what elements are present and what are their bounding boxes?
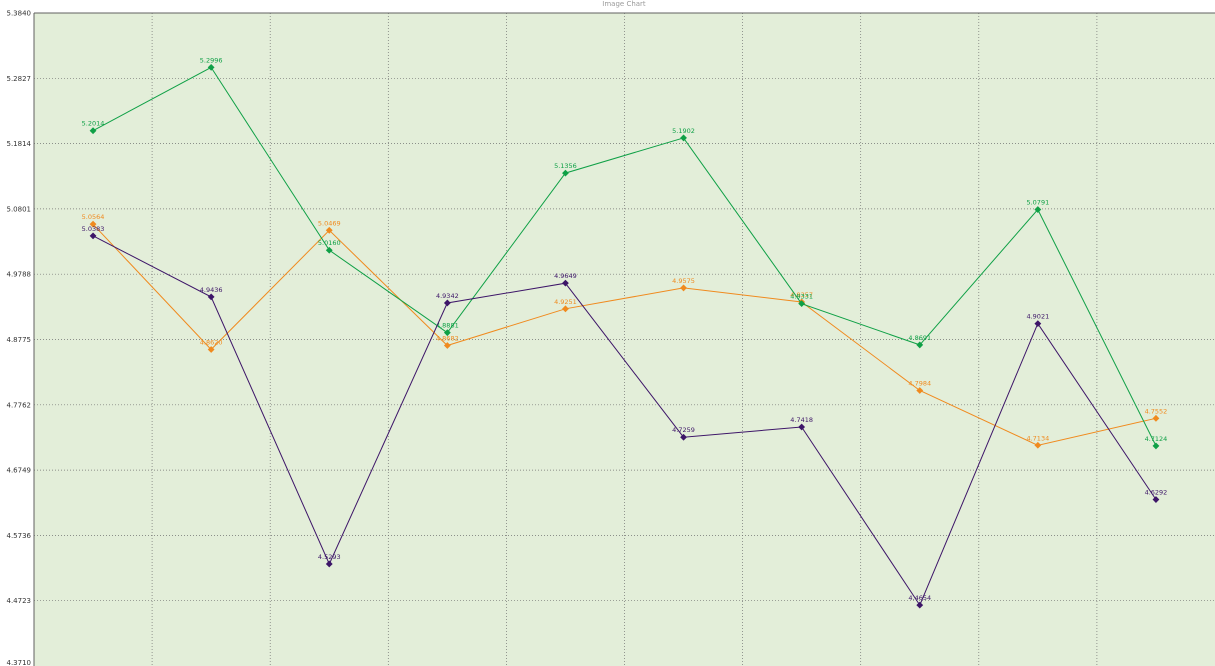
data-label: 4.9436 — [200, 286, 223, 294]
data-label: 4.7134 — [1026, 434, 1049, 442]
data-label: 5.2996 — [200, 56, 223, 64]
data-label: 4.7552 — [1145, 407, 1168, 415]
data-point — [1034, 320, 1042, 328]
data-label: 5.1356 — [554, 162, 577, 170]
data-point — [916, 601, 924, 609]
y-tick-label: 4.8775 — [7, 336, 32, 344]
data-point — [89, 232, 97, 240]
data-point — [680, 134, 687, 142]
data-label: 4.8620 — [200, 338, 223, 346]
data-point — [443, 342, 451, 349]
data-label: 4.8881 — [436, 322, 459, 330]
data-label: 4.7124 — [1145, 435, 1168, 443]
y-tick-label: 4.9788 — [7, 271, 32, 279]
data-point — [207, 346, 215, 353]
data-label: 4.9342 — [436, 292, 459, 300]
data-label: 4.9357 — [790, 291, 813, 299]
data-label: 5.1902 — [672, 127, 695, 135]
data-point — [1034, 441, 1042, 449]
data-label: 4.8691 — [908, 334, 931, 342]
data-point — [325, 226, 333, 234]
y-tick-label: 4.6749 — [7, 467, 32, 475]
data-point — [1152, 414, 1160, 422]
data-label: 5.0791 — [1026, 199, 1049, 207]
y-tick-label: 5.2827 — [7, 75, 32, 83]
data-point — [562, 279, 569, 287]
data-point — [325, 560, 333, 568]
data-point — [1152, 496, 1160, 503]
data-point — [207, 293, 215, 301]
data-label: 4.8682 — [436, 334, 459, 342]
data-label: 4.9021 — [1026, 313, 1049, 321]
data-label: 4.7418 — [790, 416, 813, 424]
data-label: 4.9575 — [672, 277, 695, 285]
grid-lines — [34, 13, 1215, 666]
series-2: 5.2014 5.2996 5.0160 4.8881 5.1356 5.1902 4.93… — [82, 56, 1168, 450]
series-line — [92, 235, 1157, 607]
data-label: 4.7259 — [672, 426, 695, 434]
series-1: 5.0564 4.8620 5.0469 4.8682 4.9251 4.9575 4.93… — [82, 213, 1168, 449]
axes: 5.3840 5.2827 5.1814 5.0801 4.9788 4.8775 4.77… — [7, 10, 1215, 666]
data-label: 5.0564 — [82, 213, 105, 221]
series-line — [92, 223, 1157, 446]
data-label: 5.0469 — [318, 219, 341, 227]
data-point — [207, 64, 215, 71]
data-point — [562, 169, 569, 177]
data-label: 5.0383 — [82, 225, 105, 233]
y-tick-label: 4.7762 — [7, 401, 32, 409]
data-point — [1152, 442, 1160, 450]
data-point — [680, 284, 687, 292]
data-point — [798, 300, 806, 308]
data-point — [562, 305, 569, 313]
data-point — [89, 220, 97, 228]
series-line — [92, 66, 1157, 447]
series-3: 5.0383 4.9436 4.5293 4.9342 4.9649 4.7259 4.74… — [82, 225, 1168, 609]
series-group: 5.0564 4.8620 5.0469 4.8682 4.9251 4.9575 4.93… — [82, 56, 1168, 609]
data-point — [916, 341, 924, 349]
data-label: 5.2014 — [82, 120, 105, 128]
data-point — [680, 433, 687, 441]
data-point — [443, 329, 451, 337]
data-label: 4.7984 — [908, 379, 931, 387]
data-point — [798, 423, 806, 431]
chart-title: Image Chart — [602, 0, 646, 8]
data-point — [443, 299, 451, 307]
data-label: 4.6292 — [1145, 489, 1168, 497]
y-tick-label: 5.1814 — [7, 140, 32, 148]
y-tick-label: 5.3840 — [7, 10, 32, 18]
data-point — [1034, 206, 1042, 213]
data-point — [916, 387, 924, 394]
data-label: 4.4654 — [908, 594, 931, 602]
data-label: 4.9649 — [554, 272, 577, 280]
data-point — [325, 246, 333, 254]
data-label: 4.9251 — [554, 298, 577, 306]
y-tick-label: 5.0801 — [7, 205, 32, 213]
y-tick-label: 4.4723 — [7, 597, 32, 605]
data-label: 5.0160 — [318, 239, 341, 247]
data-point — [89, 127, 97, 135]
y-tick-label: 4.3710 — [7, 659, 32, 666]
data-label: 4.9331 — [790, 293, 813, 301]
y-tick-label: 4.5736 — [7, 532, 32, 540]
data-label: 4.5293 — [318, 553, 341, 561]
